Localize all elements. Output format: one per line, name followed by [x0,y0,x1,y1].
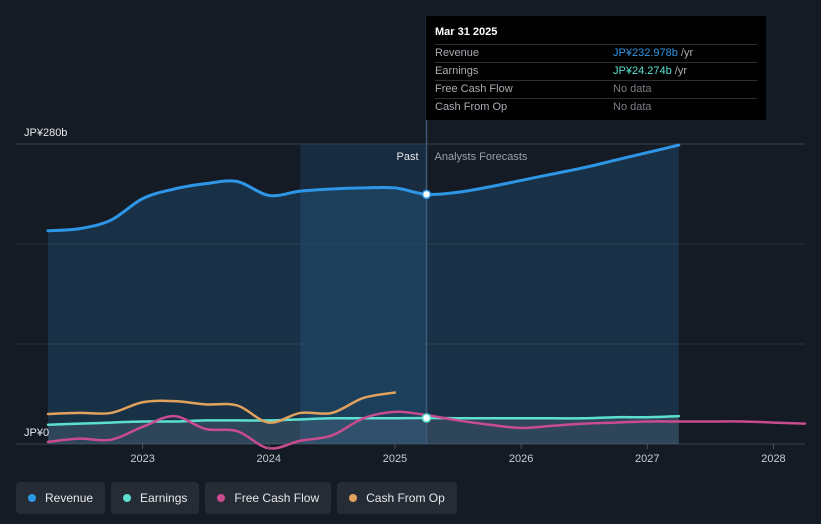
legend-dot-icon [349,494,358,502]
x-tick-label: 2023 [130,453,154,465]
legend-item-earnings[interactable]: Earnings [111,482,200,514]
tooltip-row-value: No data [613,83,652,95]
series-line [46,391,397,424]
legend-item-revenue[interactable]: Revenue [16,482,106,514]
tooltip-row-name: Earnings [435,65,479,77]
legend-dot-icon [217,494,226,502]
series-areas [48,145,679,445]
tooltip-date: Mar 31 2025 [435,26,498,38]
tooltip-row-value: No data [613,101,652,113]
hover-marker [421,413,432,423]
tooltip-row: Earnings JP¥24.274b /yr [435,62,757,80]
forecast-label: Analysts Forecasts [435,151,528,163]
hover-markers [421,189,432,423]
x-tick-label: 2028 [761,453,785,465]
x-tick-label: 2025 [383,453,407,465]
x-tick-label: 2026 [509,453,533,465]
tooltip-row-value: JP¥24.274b /yr [613,65,687,77]
data-tooltip: Mar 31 2025 Revenue JP¥232.978b /yr Earnin… [426,16,766,120]
x-tick-label: 2027 [635,453,659,465]
series-line [46,143,681,233]
series-area [48,145,679,445]
y-axis-bottom-label: JP¥0 [24,427,49,439]
legend-label: Earnings [140,491,188,505]
legend-dot-icon [123,494,132,502]
tooltip-row-name: Revenue [435,47,480,59]
chart-legend: Revenue Earnings Free Cash Flow Cash From O… [16,482,457,514]
tooltip-rows: Revenue JP¥232.978b /yr Earnings JP¥24.274b… [435,44,757,116]
legend-item-free-cash-flow[interactable]: Free Cash Flow [205,482,332,514]
series-area [48,416,679,444]
legend-label: Revenue [45,491,94,505]
x-tick-label: 2024 [257,453,281,465]
forecast-shade [300,144,427,444]
past-label: Past [396,151,418,163]
tooltip-row: Cash From Op No data [435,98,757,116]
legend-label: Cash From Op [366,491,445,505]
tooltip-row-name: Free Cash Flow [435,83,513,95]
tooltip-row-name: Cash From Op [435,101,508,113]
x-axis-ticks: 2023 2024 2025 2026 2027 2028 [130,444,786,465]
hover-marker [421,189,432,200]
tooltip-row: Free Cash Flow No data [435,80,757,98]
tooltip-row-value: JP¥232.978b /yr [613,47,694,59]
legend-item-cash-from-op[interactable]: Cash From Op [337,482,457,514]
legend-dot-icon [28,494,36,502]
y-axis-top-label: JP¥280b [24,127,67,139]
legend-label: Free Cash Flow [234,491,320,505]
tooltip-row: Revenue JP¥232.978b /yr [435,44,757,62]
